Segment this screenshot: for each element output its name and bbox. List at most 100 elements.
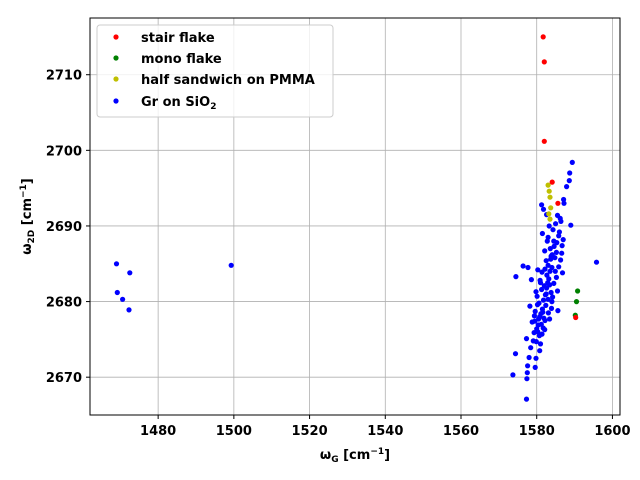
point-half-sandwich-on-pmma — [548, 205, 554, 211]
point-gr-on-sio2 — [559, 243, 565, 249]
point-gr-on-sio2 — [551, 243, 557, 249]
point-gr-on-sio2 — [553, 221, 559, 227]
point-stair-flake — [541, 59, 547, 65]
point-gr-on-sio2 — [520, 263, 526, 269]
point-gr-on-sio2 — [543, 291, 549, 297]
point-gr-on-sio2 — [559, 270, 566, 276]
x-axis-label-end: ] — [384, 448, 390, 463]
x-tick-label: 1520 — [291, 424, 327, 439]
point-gr-on-sio2 — [524, 370, 530, 376]
x-tick-label: 1480 — [140, 424, 176, 439]
plot-frame — [89, 17, 621, 416]
point-gr-on-sio2 — [550, 227, 556, 233]
point-half-sandwich-on-pmma — [546, 188, 552, 194]
point-gr-on-sio2 — [527, 303, 533, 309]
point-gr-on-sio2 — [534, 293, 540, 299]
point-stair-flake — [549, 179, 555, 185]
point-stair-flake — [541, 138, 547, 144]
legend-label-stair-flake: stair flake — [141, 31, 215, 46]
point-gr-on-sio2 — [534, 302, 541, 308]
point-gr-on-sio2 — [523, 396, 530, 402]
point-gr-on-sio2 — [545, 296, 551, 302]
point-gr-on-sio2 — [542, 317, 548, 324]
point-gr-on-sio2 — [540, 297, 547, 303]
point-gr-on-sio2 — [556, 264, 562, 270]
legend-entry-mono-flake: mono flake — [113, 52, 222, 67]
point-gr-on-sio2 — [537, 277, 543, 283]
y-axis-label-subscript: 2D — [27, 230, 37, 244]
point-gr-on-sio2 — [568, 222, 574, 228]
point-gr-on-sio2 — [531, 313, 538, 319]
point-gr-on-sio2 — [540, 309, 546, 315]
point-gr-on-sio2 — [547, 268, 553, 274]
point-gr-on-sio2 — [569, 159, 575, 165]
x-axis-label-superscript: −1 — [370, 447, 384, 457]
point-gr-on-sio2 — [510, 372, 516, 378]
point-gr-on-sio2 — [556, 229, 563, 235]
point-gr-on-sio2 — [545, 262, 551, 268]
point-gr-on-sio2 — [543, 258, 549, 264]
point-gr-on-sio2 — [127, 270, 133, 276]
y-tick-label: 2690 — [46, 220, 82, 235]
x-tick-label: 1500 — [216, 424, 252, 439]
point-gr-on-sio2 — [555, 308, 561, 314]
y-tick-label: 2700 — [46, 144, 82, 159]
point-gr-on-sio2 — [526, 354, 532, 361]
point-gr-on-sio2 — [545, 310, 552, 316]
point-gr-on-sio2 — [532, 318, 538, 324]
point-gr-on-sio2 — [532, 308, 538, 314]
y-tick-label: 2670 — [46, 371, 82, 386]
legend-entry-stair-flake: stair flake — [113, 31, 215, 46]
point-gr-on-sio2 — [561, 200, 567, 206]
point-gr-on-sio2 — [533, 355, 539, 361]
x-axis-label-subscript: G — [331, 455, 338, 465]
point-gr-on-sio2 — [558, 257, 564, 263]
y-tick-label: 2710 — [46, 69, 82, 84]
point-gr-on-sio2 — [567, 170, 573, 176]
point-gr-on-sio2 — [553, 249, 560, 255]
y-axis-label-symbol: ω — [20, 243, 35, 254]
point-gr-on-sio2 — [566, 178, 572, 184]
legend-label-half-sandwich: half sandwich on PMMA — [141, 73, 315, 88]
legend-label-mono-flake: mono flake — [141, 52, 222, 67]
point-gr-on-sio2 — [533, 289, 539, 295]
point-gr-on-sio2 — [540, 206, 547, 212]
point-gr-on-sio2 — [539, 269, 545, 275]
point-gr-on-sio2 — [524, 376, 530, 382]
data-points — [113, 34, 600, 402]
point-gr-on-sio2 — [539, 331, 545, 337]
point-stair-flake — [540, 34, 546, 40]
point-half-sandwich-on-pmma — [547, 216, 553, 222]
point-gr-on-sio2 — [548, 253, 554, 259]
y-axis-ticks: 2670 2680 2690 2700 2710 — [46, 69, 90, 386]
point-gr-on-sio2 — [528, 277, 535, 283]
point-mono-flake — [573, 299, 580, 305]
point-gr-on-sio2 — [547, 246, 553, 252]
point-gr-on-sio2 — [512, 351, 519, 357]
x-tick-label: 1580 — [519, 424, 555, 439]
legend-marker-mono-flake — [113, 55, 119, 61]
x-axis-ticks: 1480 1500 1520 1540 1560 1580 1600 — [140, 415, 631, 439]
legend: stair flake mono flake half sandwich on … — [96, 24, 334, 118]
legend-marker-half-sandwich — [113, 76, 119, 82]
point-gr-on-sio2 — [593, 259, 600, 265]
point-gr-on-sio2 — [551, 280, 557, 286]
legend-entry-gr-on-sio2: Gr on SiO2 — [113, 95, 216, 112]
point-stair-flake — [555, 200, 561, 206]
point-gr-on-sio2 — [539, 286, 545, 293]
y-axis-label-end: ] — [20, 178, 35, 184]
legend-label-gr-on-sio2: Gr on SiO2 — [141, 95, 216, 112]
point-half-sandwich-on-pmma — [546, 211, 552, 217]
point-stair-flake — [573, 314, 579, 321]
point-gr-on-sio2 — [113, 261, 120, 267]
point-half-sandwich-on-pmma — [547, 194, 553, 200]
point-gr-on-sio2 — [535, 267, 541, 273]
point-gr-on-sio2 — [561, 196, 567, 203]
point-gr-on-sio2 — [525, 363, 531, 369]
point-gr-on-sio2 — [536, 316, 542, 322]
point-gr-on-sio2 — [553, 274, 560, 280]
point-gr-on-sio2 — [523, 336, 530, 342]
point-gr-on-sio2 — [540, 325, 546, 331]
